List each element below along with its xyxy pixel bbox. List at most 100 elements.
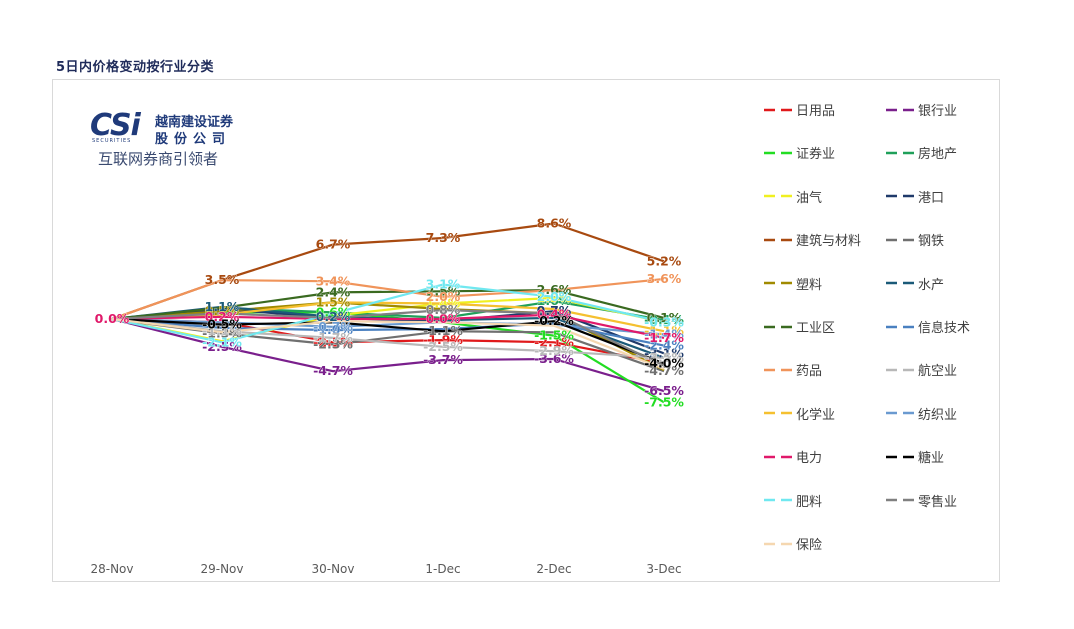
- legend-label: 建筑与材料: [796, 234, 862, 250]
- data-label: -2.1%: [534, 334, 574, 349]
- data-label: 0.2%: [316, 309, 351, 324]
- data-label: 0.5%: [205, 303, 240, 318]
- legend-item: 零售业: [884, 491, 957, 510]
- legend-label: 塑料: [796, 277, 823, 293]
- series-line: [111, 289, 665, 321]
- data-label: 0.2%: [205, 309, 240, 324]
- legend-item: 信息技术: [884, 317, 970, 336]
- legend-swatch: [764, 238, 792, 241]
- legend-label: 药品: [796, 364, 823, 380]
- legend-swatch: [886, 108, 914, 111]
- logo-name-line2: 股份公司: [155, 132, 232, 147]
- legend-label: 钢铁: [918, 234, 945, 250]
- legend-item: 肥料: [762, 491, 822, 510]
- x-tick-label: 2-Dec: [536, 562, 571, 576]
- data-label: -4.7%: [313, 363, 353, 378]
- data-label: 1.9%: [537, 290, 572, 305]
- legend-label: 保险: [796, 538, 823, 553]
- legend-swatch: [886, 281, 914, 285]
- data-label: -2.4%: [644, 338, 684, 353]
- data-label: 6.7%: [316, 237, 351, 252]
- data-label: -2.5%: [202, 339, 242, 354]
- series-18: [111, 283, 665, 344]
- data-label: 3.5%: [205, 272, 240, 287]
- legend-swatch: [886, 412, 914, 415]
- x-tick-label: 3-Dec: [646, 562, 681, 576]
- data-label: 3.1%: [426, 277, 461, 292]
- legend-swatch: [886, 151, 914, 155]
- legend-item: 港口: [884, 187, 944, 206]
- legend-item: 工业区: [762, 317, 835, 336]
- logo-mark: CSi: [90, 108, 141, 143]
- data-label: 5.2%: [647, 253, 682, 268]
- data-label: -1.1%: [423, 323, 463, 338]
- data-label: -0.2%: [534, 313, 574, 328]
- legend-swatch: [764, 498, 792, 502]
- series-line: [111, 277, 665, 321]
- data-label: -2.5%: [423, 339, 463, 354]
- data-label: 8.6%: [537, 216, 572, 231]
- data-label: -2.3%: [313, 337, 353, 352]
- data-label: 3.4%: [316, 273, 351, 288]
- legend-swatch: [764, 325, 792, 328]
- data-label: -0.7%: [313, 319, 353, 334]
- series-1: [111, 317, 665, 393]
- legend-label: 航空业: [918, 364, 958, 380]
- data-label: 0.0%: [95, 311, 130, 326]
- legend-swatch: [764, 368, 792, 372]
- data-label: 1.4%: [426, 296, 461, 311]
- legend-label: 证券业: [796, 147, 836, 163]
- data-label: -1.7%: [313, 330, 353, 345]
- x-tick-label: 28-Nov: [90, 562, 133, 576]
- data-label: 2.5%: [426, 283, 461, 298]
- legend-item: 航空业: [884, 360, 957, 379]
- legend-swatch: [764, 455, 792, 458]
- legend-label: 港口: [918, 190, 945, 206]
- legend-swatch: [886, 498, 914, 502]
- legend-item: 化学业: [762, 404, 835, 423]
- legend-label: 化学业: [796, 407, 836, 423]
- series-line: [111, 317, 665, 370]
- legend-item: 房地产: [884, 143, 957, 162]
- legend-item: 塑料: [762, 274, 822, 293]
- legend-item: 建筑与材料: [762, 230, 861, 249]
- legend-swatch: [886, 238, 914, 241]
- data-label: -4.0%: [644, 355, 684, 370]
- x-tick-label: 1-Dec: [425, 562, 460, 576]
- data-label: -0.3%: [644, 314, 684, 329]
- data-label: 3.6%: [647, 271, 682, 286]
- data-label: -1.9%: [423, 332, 463, 347]
- data-label: 1.6%: [537, 293, 572, 308]
- legend-label: 水产: [918, 277, 945, 293]
- legend-item: 纺织业: [884, 404, 957, 423]
- legend-label: 工业区: [796, 321, 836, 336]
- legend-label: 日用品: [796, 104, 836, 119]
- legend-label: 信息技术: [918, 321, 971, 336]
- legend-item: 钢铁: [884, 230, 944, 249]
- legend-swatch: [886, 195, 914, 198]
- data-label: -2.1%: [202, 334, 242, 349]
- data-label: -1.4%: [644, 327, 684, 342]
- data-label: 1.5%: [316, 294, 351, 309]
- logo-tagline: 互联网券商引领者: [98, 150, 219, 168]
- data-label: -0.1%: [644, 312, 684, 327]
- legend-swatch: [764, 195, 792, 198]
- series-15: [111, 317, 665, 336]
- data-label: -1.0%: [313, 322, 353, 337]
- legend-swatch: [886, 325, 914, 328]
- series-line: [111, 317, 665, 336]
- data-label: 1.1%: [205, 299, 240, 314]
- data-label: 2.4%: [316, 284, 351, 299]
- data-label: -3.7%: [423, 352, 463, 367]
- legend-item: 油气: [762, 187, 822, 206]
- data-label: -3.5%: [644, 350, 684, 365]
- legend-item: 糖业: [884, 447, 944, 466]
- series-line: [111, 283, 665, 344]
- series-20: [111, 317, 665, 370]
- data-label: -7.5%: [644, 394, 684, 409]
- data-label: -0.5%: [202, 317, 242, 332]
- data-label: 0.6%: [316, 304, 351, 319]
- data-label: 0.1%: [647, 310, 682, 325]
- data-label: 2.0%: [537, 289, 572, 304]
